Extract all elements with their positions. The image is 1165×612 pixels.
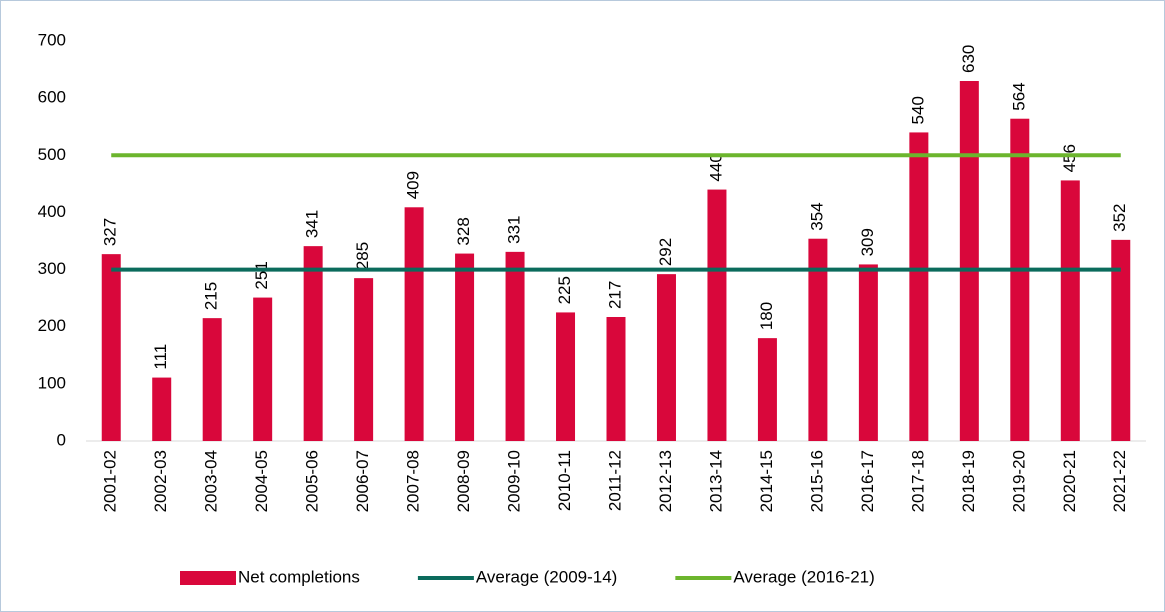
x-tick-label: 2001-02 xyxy=(101,450,120,512)
x-tick-label: 2010-11 xyxy=(555,450,574,511)
y-tick-label: 400 xyxy=(38,202,66,221)
x-tick-label: 2018-19 xyxy=(959,450,978,512)
data-label: 540 xyxy=(908,96,927,124)
data-label: 327 xyxy=(101,218,120,246)
x-tick-label: 2007-08 xyxy=(404,450,423,512)
data-label: 285 xyxy=(353,242,372,270)
data-label: 456 xyxy=(1060,144,1079,172)
data-label: 354 xyxy=(807,202,826,230)
bar xyxy=(1010,118,1030,441)
x-tick-label: 2003-04 xyxy=(202,450,221,512)
data-label: 328 xyxy=(454,217,473,245)
legend-swatch xyxy=(180,571,236,585)
bar xyxy=(556,312,576,441)
bar xyxy=(656,274,676,441)
data-label: 440 xyxy=(706,153,725,181)
x-tick-label: 2002-03 xyxy=(151,450,170,512)
bar xyxy=(959,81,979,441)
bar xyxy=(606,317,626,441)
x-tick-label: 2020-21 xyxy=(1060,450,1079,512)
y-tick-label: 100 xyxy=(38,373,66,392)
legend-label: Average (2016-21) xyxy=(733,567,874,586)
data-label: 331 xyxy=(505,215,524,243)
x-tick-label: 2013-14 xyxy=(706,450,725,512)
data-label: 341 xyxy=(303,210,322,238)
y-tick-label: 500 xyxy=(38,145,66,164)
data-label: 292 xyxy=(656,238,675,266)
data-label: 564 xyxy=(1009,82,1028,110)
x-tick-label: 2008-09 xyxy=(454,450,473,512)
bar xyxy=(1060,180,1080,441)
x-tick-label: 2015-16 xyxy=(807,450,826,512)
y-tick-label: 600 xyxy=(38,88,66,107)
data-label: 630 xyxy=(959,45,978,73)
y-tick-label: 700 xyxy=(38,30,66,49)
data-label: 352 xyxy=(1110,203,1129,231)
x-tick-label: 2011-12 xyxy=(605,450,624,511)
bar xyxy=(1111,239,1131,441)
bar xyxy=(404,207,424,441)
legend-label: Net completions xyxy=(238,567,360,586)
x-tick-label: 2014-15 xyxy=(757,450,776,512)
bar xyxy=(909,132,929,441)
x-tick-label: 2009-10 xyxy=(505,450,524,512)
bar xyxy=(707,189,727,441)
bar xyxy=(152,377,172,441)
legend-label: Average (2009-14) xyxy=(476,567,617,586)
x-tick-label: 2021-22 xyxy=(1110,450,1129,512)
bar xyxy=(202,318,222,441)
bar xyxy=(253,297,273,441)
x-tick-label: 2016-17 xyxy=(858,450,877,512)
bar xyxy=(757,338,777,441)
data-label: 251 xyxy=(252,261,271,289)
x-tick-label: 2005-06 xyxy=(303,450,322,512)
data-label: 180 xyxy=(757,302,776,330)
bar xyxy=(505,251,525,441)
bar xyxy=(354,278,374,441)
x-tick-label: 2019-20 xyxy=(1009,450,1028,512)
data-label: 215 xyxy=(202,282,221,310)
data-label: 309 xyxy=(858,228,877,256)
bar xyxy=(101,254,121,441)
data-label: 217 xyxy=(605,281,624,309)
data-label: 111 xyxy=(151,344,170,370)
bar xyxy=(858,264,878,441)
bar xyxy=(303,246,323,441)
data-label: 409 xyxy=(404,171,423,199)
x-tick-label: 2012-13 xyxy=(656,450,675,512)
data-label: 225 xyxy=(555,276,574,304)
y-tick-label: 300 xyxy=(38,259,66,278)
x-tick-label: 2017-18 xyxy=(908,450,927,512)
y-tick-label: 0 xyxy=(57,430,66,449)
x-tick-label: 2006-07 xyxy=(353,450,372,512)
bar xyxy=(808,238,828,441)
bar xyxy=(455,253,475,441)
y-tick-label: 200 xyxy=(38,316,66,335)
x-tick-label: 2004-05 xyxy=(252,450,271,512)
